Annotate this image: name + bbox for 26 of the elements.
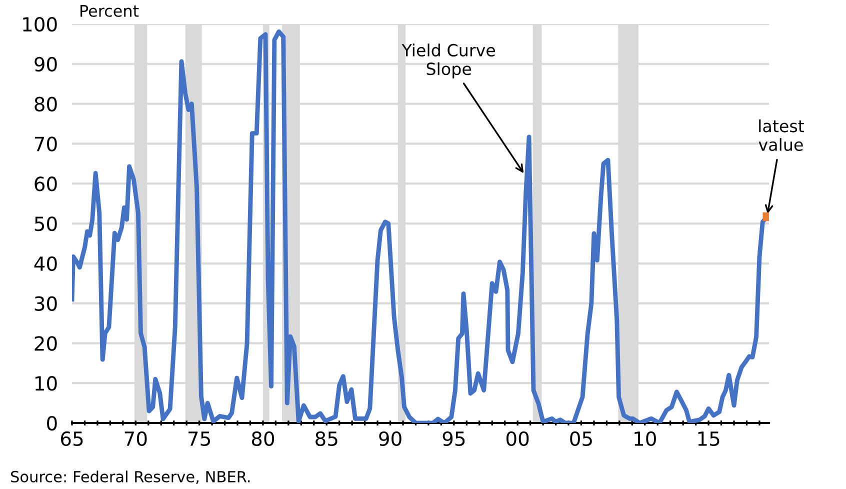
- x-tick-label: 80: [252, 431, 274, 446]
- x-tick-label: 90: [379, 431, 402, 446]
- y-tick-label: 0: [47, 416, 57, 431]
- x-tick-label: 10: [634, 431, 656, 446]
- y-tick-label: 10: [36, 376, 57, 391]
- y-tick-label: 90: [34, 56, 57, 72]
- x-tick-label: 85: [316, 431, 338, 446]
- source-note: Source: Federal Reserve, NBER.: [11, 470, 250, 484]
- y-tick-label: 70: [34, 136, 57, 152]
- y-tick-label: 60: [34, 176, 57, 192]
- x-tick-label: 95: [442, 431, 465, 446]
- y-tick-label: 80: [34, 96, 57, 112]
- annotation: latest value: [758, 119, 804, 151]
- annotation: Yield Curve Slope: [402, 44, 495, 78]
- x-tick-label: 05: [570, 431, 592, 446]
- x-tick-label: 00: [506, 431, 529, 446]
- x-tick-label: 75: [188, 432, 210, 446]
- x-tick-label: 65: [60, 431, 83, 446]
- y-tick-label: 50: [34, 216, 57, 232]
- x-tick-label: 70: [124, 431, 147, 446]
- y-tick-label: 30: [34, 296, 57, 311]
- y-tick-label: 100: [23, 16, 57, 32]
- x-tick-label: 15: [698, 432, 720, 446]
- y-tick-label: 20: [34, 336, 57, 351]
- y-tick-label: 40: [34, 256, 57, 272]
- y-axis-title: Percent: [80, 5, 139, 17]
